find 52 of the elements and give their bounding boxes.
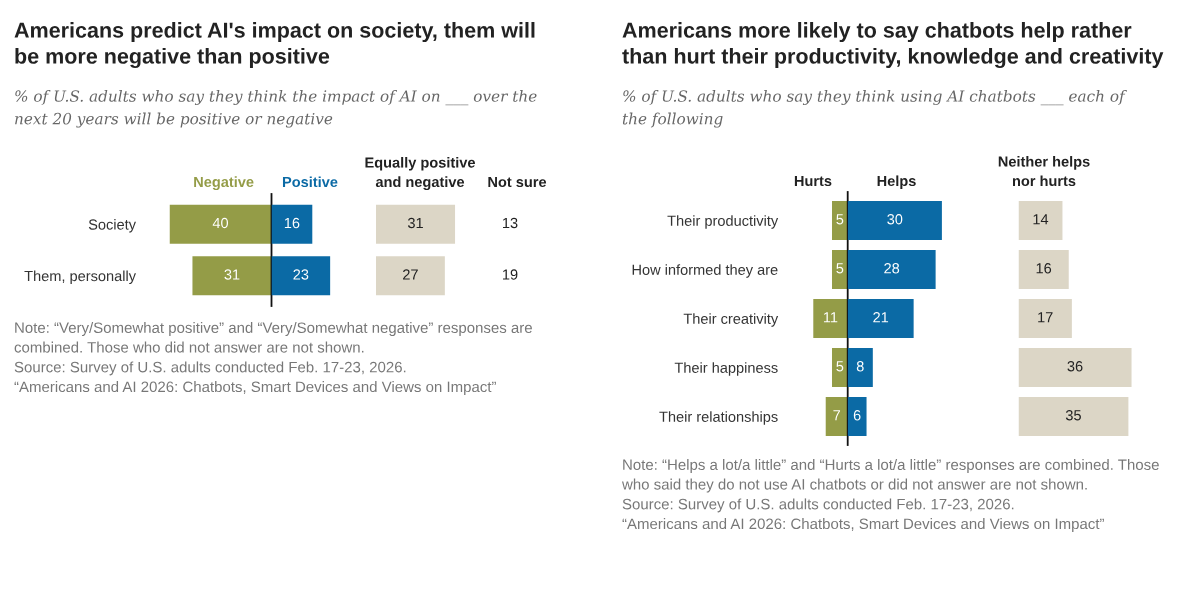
- series-label: Helps: [877, 175, 916, 189]
- data-label: 5: [836, 361, 844, 372]
- text: Not sure: [488, 176, 547, 188]
- text: “Americans and AI 2026: Chatbots, Smart Devices and Views on Impact”: [622, 518, 1104, 533]
- y-tick-label: Their happiness: [674, 362, 778, 376]
- text: Note: “Very/Somewhat positive” and “Very/Somewhat negative” responses are combined. Those who did not answer are not shown.: [14, 322, 532, 353]
- y-tick-label: Their productivity: [667, 215, 779, 229]
- y-tick-label: Their relationships: [659, 411, 778, 425]
- data-label: 13: [503, 217, 518, 229]
- series-label: Hurts: [794, 175, 832, 187]
- data-label: 14: [1033, 214, 1049, 225]
- y-tick-label: How informed they are: [632, 264, 778, 278]
- series-label: Neither helps nor hurts: [998, 156, 1090, 187]
- series-label: Negative: [194, 176, 254, 190]
- data-label: 19: [503, 269, 518, 280]
- y-tick-label: Their creativity: [683, 313, 779, 327]
- data-label: 5: [836, 214, 844, 225]
- data-label: 31: [224, 269, 240, 280]
- source-note: Source: Survey of U.S. adults conducted Feb. 17-23, 2026.: [622, 498, 1014, 513]
- data-label: 28: [884, 263, 900, 274]
- data-label: 27: [403, 269, 418, 280]
- source-note: Source: Survey of U.S. adults conducted Feb. 17-23, 2026.: [14, 361, 406, 376]
- chart-subtitle: % of U.S. adults who say they think the impact of AI on ___ over the next 20 years will be positive or negative: [15, 90, 537, 128]
- data-label: 36: [1067, 361, 1083, 372]
- bar: [1018, 348, 1132, 387]
- text: Americans more likely to say chatbots help rather than hurt their productivity, knowledge and creativity: [622, 22, 1164, 69]
- bar: [1018, 299, 1072, 338]
- data-label: 17: [1038, 312, 1053, 323]
- y-tick-label: Them, personally: [24, 270, 136, 285]
- data-label: 16: [1036, 263, 1052, 274]
- data-label: 31: [407, 217, 423, 229]
- data-label: 16: [284, 217, 300, 229]
- data-label: 40: [212, 217, 229, 229]
- bar: [1018, 201, 1063, 240]
- series-label: Positive: [282, 176, 338, 188]
- data-label: 6: [853, 410, 861, 421]
- series-label: Equally positive and negative: [365, 156, 476, 190]
- data-label: 21: [873, 312, 889, 323]
- data-label: 7: [833, 410, 841, 421]
- bar: [1018, 250, 1069, 289]
- text: “Americans and AI 2026: Chatbots, Smart Devices and Views on Impact”: [14, 381, 496, 396]
- chart-title: Americans predict AI's impact on society, them will be more negative than positive: [14, 22, 535, 69]
- data-label: 11: [823, 312, 838, 323]
- y-tick-label: Society: [88, 218, 136, 233]
- chart-subtitle: % of U.S. adults who say they think using AI chatbots ___ each of the following: [622, 90, 1127, 128]
- bar: [1018, 397, 1129, 436]
- data-label: 8: [856, 361, 864, 372]
- data-label: 35: [1065, 410, 1081, 421]
- text: Note: “Helps a lot/a little” and “Hurts a lot/a little” responses are combined. Those who said they do not use AI chatbots or did not answer are not shown.: [621, 459, 1159, 493]
- data-label: 23: [293, 269, 309, 280]
- data-label: 30: [887, 214, 903, 225]
- data-label: 5: [836, 263, 844, 274]
